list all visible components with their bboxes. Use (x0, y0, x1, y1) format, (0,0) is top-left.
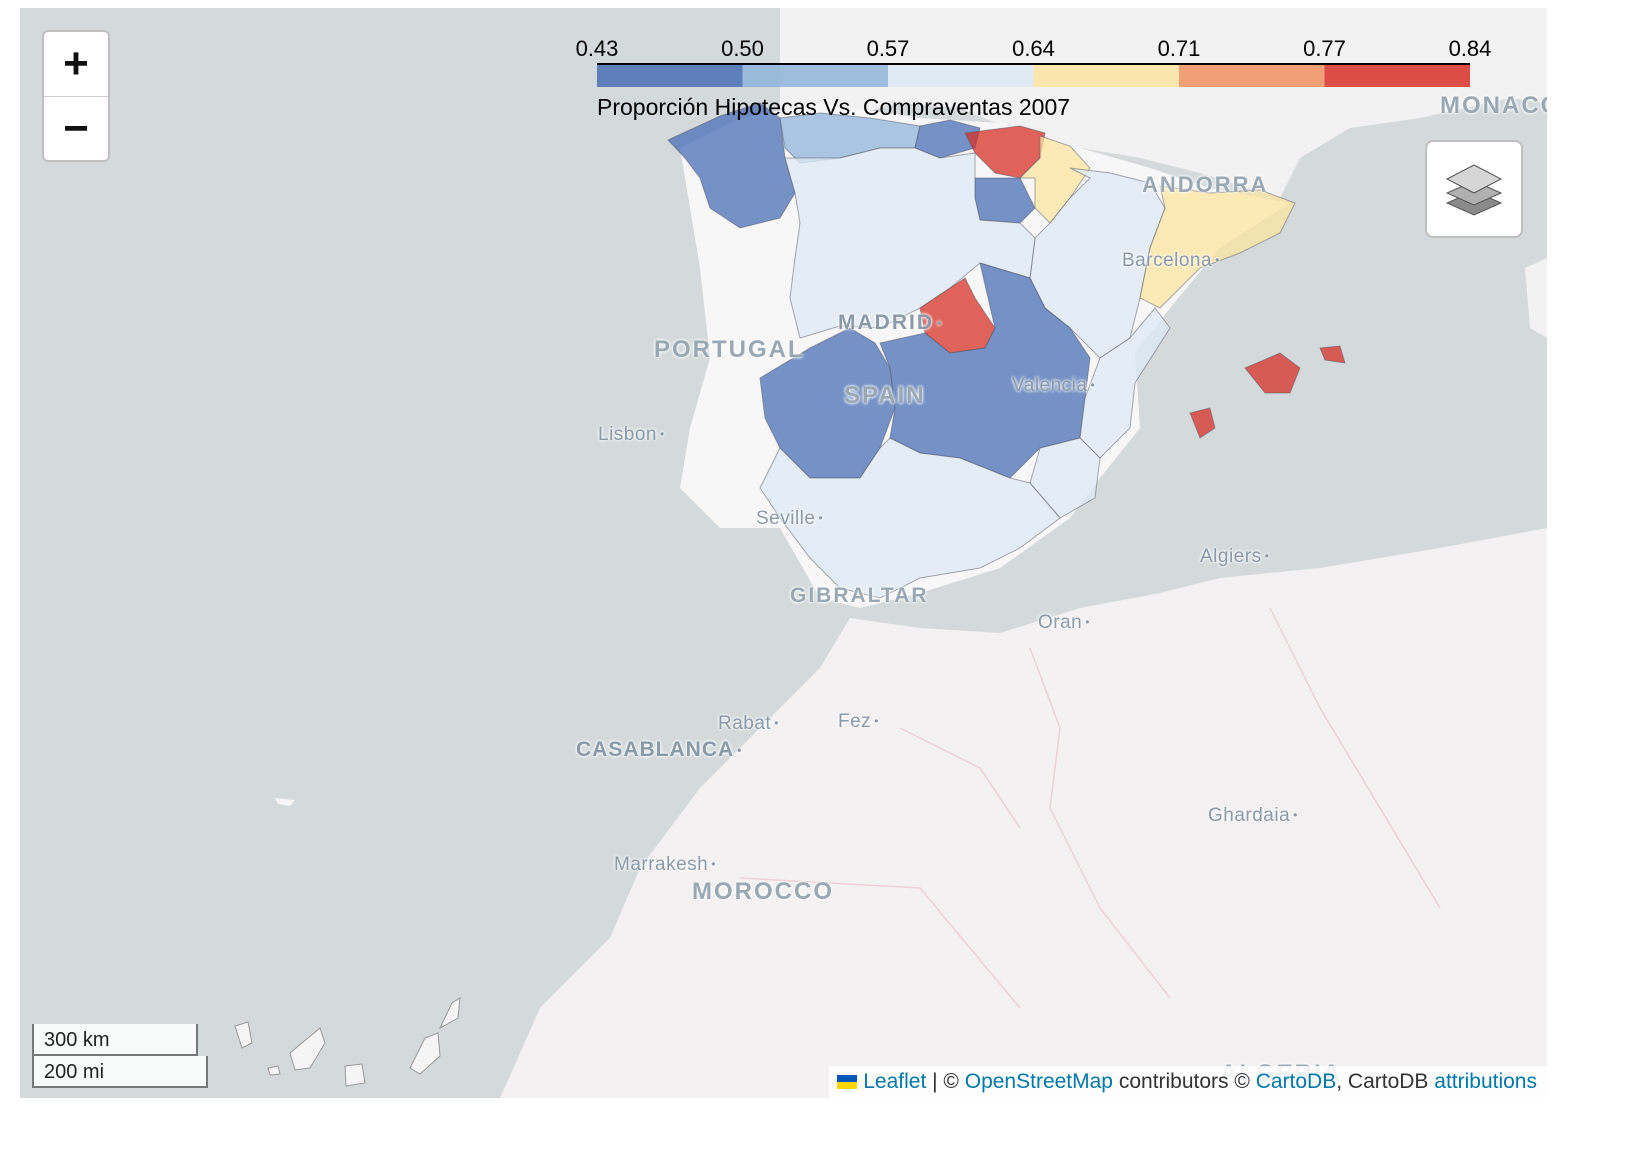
land-canary-6 (267, 1065, 281, 1076)
osm-link[interactable]: OpenStreetMap (964, 1070, 1113, 1093)
land-canary-1 (234, 1021, 253, 1049)
layers-icon (1445, 164, 1503, 216)
leaflet-link[interactable]: Leaflet (863, 1070, 927, 1093)
label-fez: Fez (838, 711, 879, 733)
region-navarra[interactable] (1018, 135, 1091, 224)
zoom-control: + − (42, 30, 110, 162)
legend-colorbar (597, 63, 1470, 87)
map-container[interactable]: MONACO ANDORRA Barcelona MADRID PORTUGAL… (20, 8, 1547, 1098)
region-andaluc-a[interactable] (759, 437, 1061, 599)
scale-control: 300 km 200 mi (32, 1024, 208, 1088)
label-barcelona: Barcelona (1122, 250, 1220, 272)
legend-bin (1324, 65, 1470, 87)
legend-tick-label: 0.57 (866, 36, 910, 61)
label-portugal: PORTUGAL (654, 336, 805, 363)
legend-bin (742, 65, 888, 87)
legend-bin (1033, 65, 1179, 87)
legend-tick-label: 0.77 (1303, 36, 1346, 61)
region-islas-baleares[interactable] (1189, 345, 1346, 439)
scale-km: 300 km (32, 1024, 198, 1056)
zoom-in-button[interactable]: + (63, 39, 89, 88)
label-seville: Seville (756, 508, 823, 530)
land-madeira (275, 798, 295, 806)
attribution-sep: | © (926, 1070, 965, 1093)
label-morocco: MOROCCO (692, 878, 834, 905)
attributions-link[interactable]: attributions (1434, 1070, 1537, 1093)
legend-bin (1179, 65, 1325, 87)
legend-bin (888, 65, 1034, 87)
attribution-cartodb2: , CartoDB (1336, 1070, 1435, 1093)
layers-control-button[interactable] (1425, 140, 1523, 238)
legend-tick-label: 0.50 (721, 36, 764, 61)
color-legend: 0.43 0.50 0.57 0.64 0.71 0.77 0.84 Proporción … (565, 32, 1505, 132)
label-valencia: Valencia (1012, 375, 1095, 397)
attribution: Leaflet | © OpenStreetMap contributors ©… (829, 1066, 1547, 1098)
label-rabat: Rabat (718, 713, 779, 735)
label-madrid: MADRID (838, 311, 943, 335)
land-north-africa (500, 528, 1547, 1098)
land-canary-2 (289, 1027, 326, 1071)
border-lines (739, 607, 1441, 1009)
attribution-contributors: contributors © (1113, 1070, 1256, 1093)
label-spain: SPAIN (844, 382, 926, 409)
region-catalu-a[interactable] (1139, 185, 1296, 309)
land-france (780, 8, 1547, 198)
label-oran: Oran (1038, 612, 1090, 634)
land-canary-4 (409, 1032, 441, 1075)
zoom-out-button[interactable]: − (44, 96, 108, 161)
region-arag-n[interactable] (1029, 167, 1166, 359)
legend-tick-label: 0.64 (1012, 36, 1055, 61)
ukraine-flag-icon (837, 1075, 858, 1089)
region-la-rioja[interactable] (974, 177, 1036, 224)
cartodb-link[interactable]: CartoDB (1255, 1070, 1337, 1093)
label-algiers: Algiers (1200, 546, 1269, 568)
label-andorra: ANDORRA (1142, 172, 1269, 197)
label-marrakesh: Marrakesh (614, 854, 716, 876)
label-monaco: MONACO (1440, 92, 1547, 119)
legend-tick-label: 0.71 (1157, 36, 1201, 61)
legend-bin (597, 65, 743, 87)
label-ghardaia: Ghardaia (1208, 805, 1298, 827)
legend-tick-label: 0.43 (575, 36, 619, 61)
legend-tick-label: 0.84 (1448, 36, 1492, 61)
label-lisbon: Lisbon (598, 424, 665, 446)
land-sardinia (1525, 258, 1547, 338)
label-casablanca: CASABLANCA (576, 738, 742, 762)
land-canary-3 (344, 1063, 366, 1087)
region-comunidad-valenciana[interactable] (1079, 307, 1171, 459)
region-galicia[interactable] (667, 102, 796, 229)
land-canary-5 (438, 997, 461, 1030)
label-gibraltar: GIBRALTAR (790, 584, 929, 607)
legend-caption: Proporción Hipotecas Vs. Compraventas 20… (597, 94, 1071, 120)
choropleth-layer (667, 102, 1346, 599)
scale-mi: 200 mi (32, 1056, 208, 1088)
